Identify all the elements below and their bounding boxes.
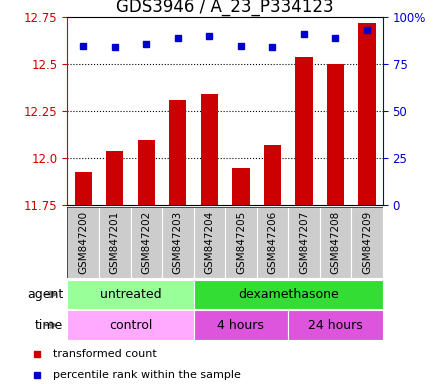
Bar: [232, 168, 249, 205]
Text: 4 hours: 4 hours: [217, 319, 264, 331]
Bar: [200, 94, 217, 205]
Text: GSM847202: GSM847202: [141, 211, 151, 274]
Text: percentile rank within the sample: percentile rank within the sample: [53, 370, 240, 380]
Text: GSM847207: GSM847207: [298, 211, 308, 274]
Text: GSM847209: GSM847209: [361, 211, 371, 274]
Bar: [67, 207, 99, 278]
Bar: [295, 57, 312, 205]
Text: transformed count: transformed count: [53, 349, 157, 359]
Bar: [193, 207, 225, 278]
Text: untreated: untreated: [99, 288, 161, 301]
Text: GSM847204: GSM847204: [204, 211, 214, 274]
Bar: [288, 207, 319, 278]
Bar: [263, 145, 280, 205]
Text: GSM847205: GSM847205: [235, 211, 245, 274]
Bar: [67, 310, 193, 340]
Text: GSM847201: GSM847201: [109, 211, 119, 274]
Text: control: control: [108, 319, 152, 331]
Bar: [256, 207, 288, 278]
Bar: [99, 207, 130, 278]
Bar: [288, 310, 382, 340]
Text: dexamethasone: dexamethasone: [237, 288, 338, 301]
Bar: [326, 65, 343, 205]
Bar: [74, 172, 92, 205]
Bar: [358, 23, 375, 205]
Bar: [351, 207, 382, 278]
Text: agent: agent: [27, 288, 63, 301]
Text: GSM847203: GSM847203: [172, 211, 182, 274]
Text: GSM847206: GSM847206: [267, 211, 277, 274]
Bar: [137, 140, 155, 205]
Text: GSM847200: GSM847200: [78, 211, 88, 274]
Bar: [169, 100, 186, 205]
Bar: [193, 310, 288, 340]
Bar: [193, 280, 382, 309]
Bar: [130, 207, 162, 278]
Text: 24 hours: 24 hours: [307, 319, 362, 331]
Bar: [67, 280, 193, 309]
Title: GDS3946 / A_23_P334123: GDS3946 / A_23_P334123: [116, 0, 333, 16]
Bar: [161, 207, 193, 278]
Bar: [319, 207, 351, 278]
Bar: [225, 207, 256, 278]
Bar: [106, 151, 123, 205]
Text: GSM847208: GSM847208: [330, 211, 340, 274]
Text: time: time: [35, 319, 63, 331]
